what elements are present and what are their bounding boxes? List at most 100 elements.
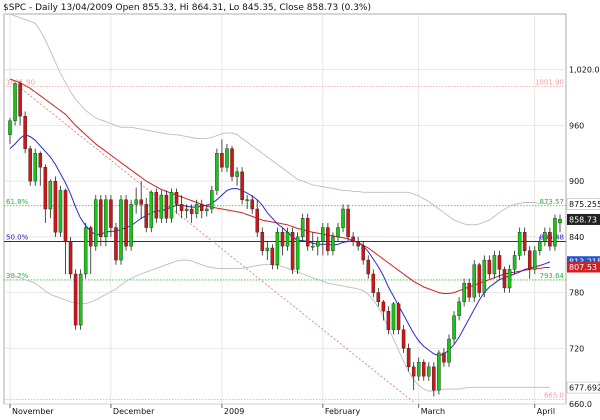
- candle-up: [543, 232, 547, 242]
- candle-up: [275, 232, 280, 265]
- candle-up: [194, 204, 199, 214]
- candle-down: [432, 366, 436, 391]
- y-tick-label: 840: [569, 233, 584, 242]
- value-box-label: 875.255: [569, 200, 600, 209]
- bollinger-lower-line: [9, 259, 550, 392]
- candle-down: [68, 241, 73, 275]
- x-tick-label: March: [421, 407, 445, 416]
- candle-down: [351, 236, 355, 242]
- candle-down: [442, 352, 446, 363]
- candle-down: [114, 227, 118, 261]
- candle-up: [331, 236, 335, 251]
- candle-up: [310, 245, 315, 248]
- candle-down: [139, 199, 143, 205]
- candle-down: [260, 232, 265, 251]
- candle-down: [386, 310, 391, 330]
- candle-up: [33, 153, 37, 182]
- candle-up: [462, 283, 466, 303]
- fib-level-label: 61.8%: [6, 198, 29, 206]
- fib-level-label: 38.2%: [6, 272, 29, 280]
- candle-down: [18, 83, 22, 117]
- y-tick-label: 1,020.0: [569, 66, 600, 75]
- candle-down: [280, 232, 285, 247]
- value-box-label: 858.73: [569, 215, 597, 224]
- fibonacci-levels: 1001.901001.9061.8%873.5750.0%835.4838.2…: [4, 79, 566, 403]
- candle-down: [63, 190, 68, 242]
- candle-down: [326, 227, 330, 251]
- candle-up: [159, 194, 164, 219]
- value-box: [567, 261, 600, 273]
- x-tick-label: December: [113, 407, 155, 416]
- candle-up: [533, 250, 537, 270]
- candle-down: [346, 208, 350, 238]
- candle-up: [78, 273, 83, 326]
- candle-up: [169, 192, 174, 219]
- candle-up: [13, 83, 17, 121]
- candle-down: [255, 208, 260, 233]
- candle-up: [48, 180, 53, 210]
- candle-up: [285, 232, 290, 247]
- y-tick-label: 960: [569, 121, 584, 130]
- candle-up: [8, 120, 12, 135]
- bollinger-upper-line: [9, 13, 550, 226]
- candle-up: [416, 362, 421, 377]
- candle-up: [210, 190, 214, 210]
- candle-up: [58, 190, 63, 233]
- candle-down: [174, 192, 179, 205]
- candle-up: [447, 338, 451, 363]
- candle-down: [487, 259, 492, 275]
- sma-long-line: [9, 78, 550, 294]
- value-box: [566, 381, 600, 394]
- candle-down: [411, 366, 416, 377]
- candle-up: [316, 241, 320, 247]
- candle-down: [43, 167, 48, 210]
- candle-down: [361, 245, 365, 261]
- candle-down: [73, 273, 78, 326]
- candle-down: [230, 148, 234, 177]
- x-tick-label: 2009: [224, 407, 244, 416]
- candle-up: [427, 366, 431, 377]
- candle-up: [341, 208, 345, 228]
- fib-level-value: 835.48: [540, 234, 565, 242]
- candle-up: [472, 264, 476, 298]
- y-tick-label: 660.0: [569, 400, 592, 409]
- y-tick-label: 720: [569, 344, 584, 353]
- candle-down: [270, 247, 275, 265]
- candle-down: [154, 192, 159, 219]
- candle-down: [179, 204, 184, 212]
- candle-down: [189, 208, 194, 214]
- candle-up: [336, 227, 340, 238]
- candle-up: [295, 236, 300, 270]
- candle-up: [321, 227, 325, 242]
- candle-down: [527, 250, 532, 270]
- candle-up: [149, 192, 154, 228]
- candle-up: [235, 171, 239, 177]
- candle-up: [517, 232, 522, 256]
- candle-up: [119, 199, 123, 261]
- grid: [3, 13, 567, 405]
- candle-up: [538, 241, 542, 251]
- candle-down: [401, 329, 406, 349]
- candle-up: [512, 255, 517, 270]
- candle-up: [452, 315, 456, 340]
- candle-down: [23, 115, 27, 149]
- candle-up: [558, 219, 562, 224]
- candle-up: [482, 259, 487, 293]
- candle-down: [28, 148, 32, 182]
- candle-up: [104, 199, 108, 238]
- candle-up: [553, 218, 557, 247]
- candle-down: [371, 273, 376, 293]
- candle-down: [250, 199, 254, 210]
- candle-down: [88, 227, 93, 247]
- x-tick-label: April: [537, 407, 555, 416]
- candle-down: [164, 194, 169, 219]
- candle-up: [129, 204, 133, 247]
- candle-down: [396, 303, 401, 330]
- candle-up: [391, 303, 396, 330]
- trend-line: [14, 83, 414, 403]
- candle-down: [305, 218, 310, 247]
- candle-up: [205, 208, 209, 212]
